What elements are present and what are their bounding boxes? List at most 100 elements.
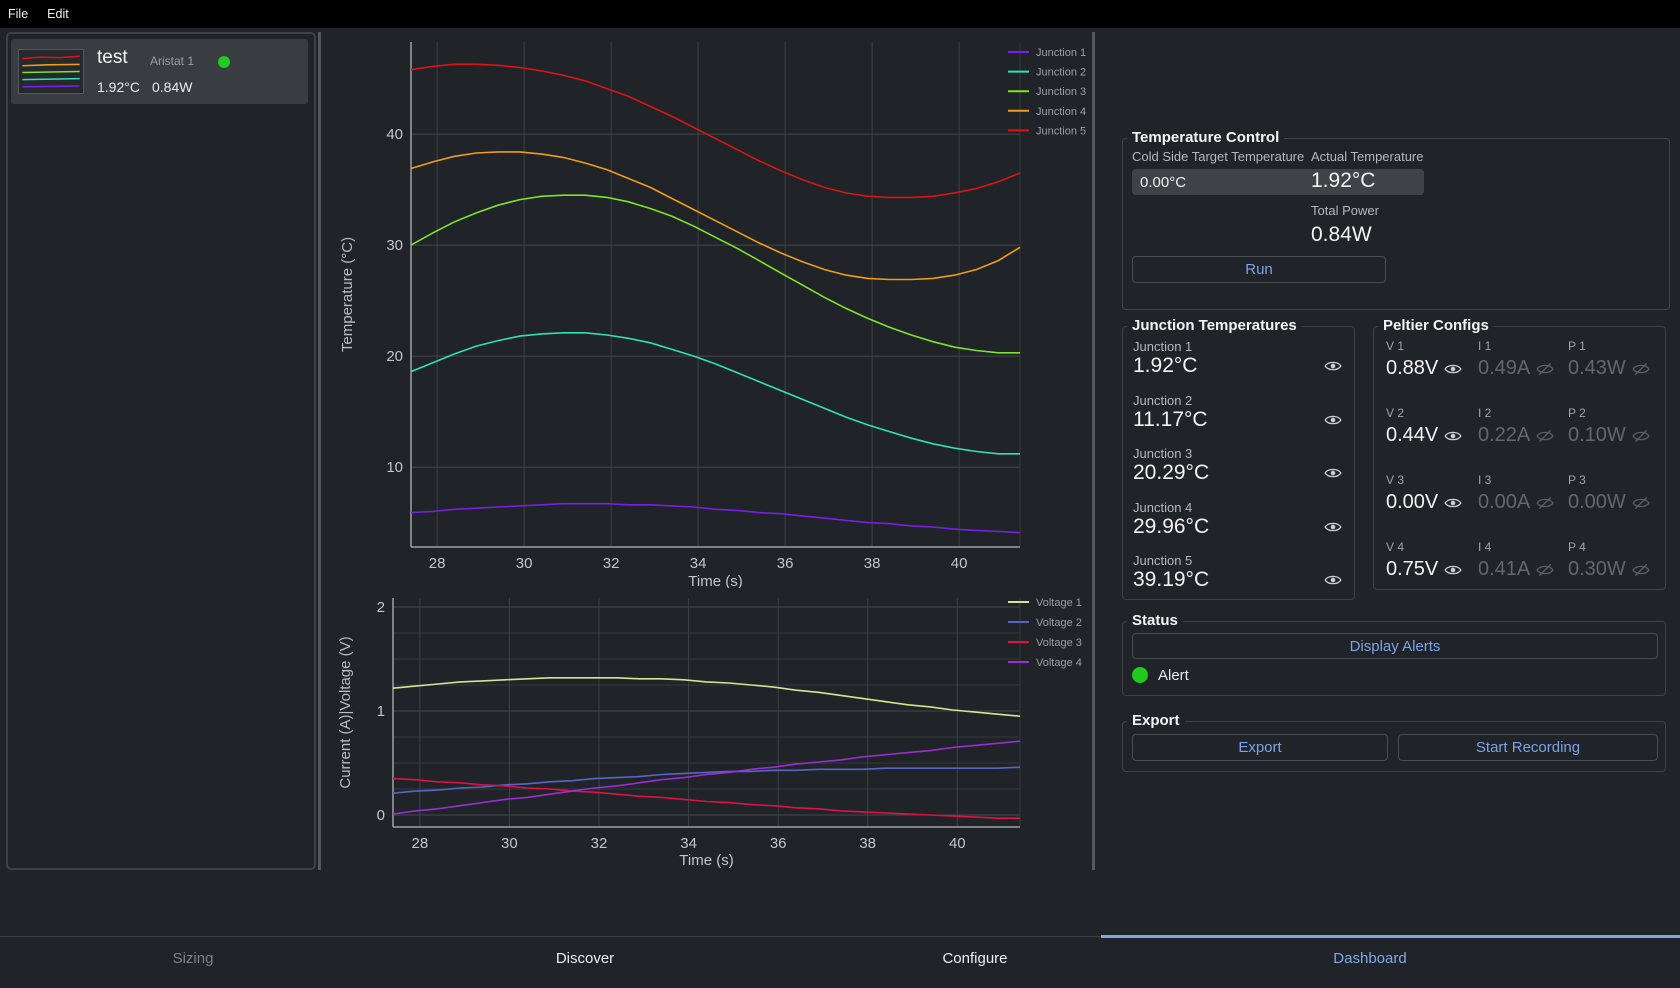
voltage-current-chart: 28 30 32 34 36 38 40 0 1 2 Time (s) Current (A)|Vol…	[322, 588, 1092, 870]
menu-item-file[interactable]: File	[8, 7, 29, 21]
alert-label: Alert	[1158, 667, 1189, 684]
junction-value: 29.96°C	[1133, 514, 1210, 538]
export-button[interactable]: Export	[1132, 734, 1388, 761]
junction-label: Junction 3	[1133, 446, 1193, 461]
svg-text:Voltage 3: Voltage 3	[1036, 637, 1082, 649]
start-recording-button[interactable]: Start Recording	[1398, 734, 1658, 761]
peltier-cell: I 2 0.22A	[1478, 406, 1554, 447]
eye-hidden-icon[interactable]	[1632, 494, 1650, 512]
display-alerts-button[interactable]: Display Alerts	[1132, 633, 1658, 659]
peltier-value: 0.10W	[1568, 424, 1626, 446]
target-temperature-input[interactable]	[1132, 169, 1424, 195]
svg-text:Voltage 4: Voltage 4	[1036, 657, 1082, 669]
temperature-chart: 28 30 32 34 36 38 40 10 20 30 40 Time (s) Temperatur…	[322, 30, 1092, 590]
svg-text:20: 20	[386, 348, 403, 365]
svg-text:34: 34	[680, 835, 697, 852]
svg-text:40: 40	[951, 555, 968, 572]
junction-value: 20.29°C	[1133, 461, 1210, 484]
eye-hidden-icon[interactable]	[1536, 427, 1554, 445]
peltier-label: P 3	[1568, 473, 1586, 487]
peltier-value: 0.44V	[1386, 424, 1439, 446]
device-card[interactable]: test Aristat 1 1.92°C 0.84W	[11, 39, 308, 104]
svg-text:1: 1	[377, 703, 385, 720]
peltier-cell: P 3 0.00W	[1568, 473, 1650, 514]
status-title: Status	[1127, 612, 1183, 629]
peltier-configs-group: Peltier Configs V 1 0.88V I 1 0.49A P 1 0.43W…	[1373, 317, 1666, 590]
peltier-label: V 3	[1386, 473, 1405, 487]
export-title: Export	[1127, 712, 1185, 729]
peltier-cell: V 2 0.44V	[1386, 406, 1462, 447]
junction-row: Junction 5 39.19°C	[1133, 553, 1348, 592]
eye-hidden-icon[interactable]	[1632, 427, 1650, 445]
menu-bar: File Edit	[0, 0, 1680, 28]
eye-visible-icon[interactable]	[1444, 360, 1462, 378]
peltier-value: 0.43W	[1568, 357, 1626, 379]
actual-temperature-label: Actual Temperature	[1311, 149, 1424, 164]
alert-status-dot	[1132, 667, 1148, 683]
svg-text:2: 2	[377, 599, 385, 616]
svg-text:Voltage 2: Voltage 2	[1036, 617, 1082, 629]
svg-text:32: 32	[603, 555, 620, 572]
eye-visible-icon[interactable]	[1444, 427, 1462, 445]
svg-text:38: 38	[859, 835, 876, 852]
tab-dashboard[interactable]: Dashboard	[1333, 950, 1407, 967]
junction-value: 1.92°C	[1133, 354, 1198, 377]
svg-text:Junction 2: Junction 2	[1036, 67, 1086, 79]
eye-hidden-icon[interactable]	[1536, 561, 1554, 579]
peltier-label: P 1	[1568, 339, 1586, 353]
peltier-cell: P 1 0.43W	[1568, 339, 1650, 380]
peltier-cell: I 3 0.00A	[1478, 473, 1554, 514]
eye-visible-icon[interactable]	[1324, 464, 1342, 482]
right-splitter-handle[interactable]	[1092, 32, 1095, 870]
eye-visible-icon[interactable]	[1444, 494, 1462, 512]
junction-row: Junction 2 11.17°C	[1133, 393, 1348, 432]
eye-hidden-icon[interactable]	[1632, 561, 1650, 579]
peltier-value: 0.00A	[1478, 491, 1531, 513]
tab-discover[interactable]: Discover	[555, 950, 615, 967]
svg-text:40: 40	[949, 835, 966, 852]
status-group: Status Display Alerts Alert	[1122, 612, 1666, 696]
device-name: test	[97, 47, 128, 68]
svg-text:30: 30	[501, 835, 518, 852]
total-power-value: 0.84W	[1311, 223, 1372, 246]
tab-bar-divider	[0, 936, 1101, 937]
active-tab-indicator	[1101, 935, 1680, 938]
actual-temperature-value: 1.92°C	[1311, 169, 1376, 192]
eye-hidden-icon[interactable]	[1632, 360, 1650, 378]
peltier-cell: P 2 0.10W	[1568, 406, 1650, 447]
svg-text:Junction 5: Junction 5	[1036, 125, 1086, 137]
eye-visible-icon[interactable]	[1324, 411, 1342, 429]
peltier-value: 0.88V	[1386, 357, 1439, 379]
temperature-control-title: Temperature Control	[1127, 129, 1285, 146]
tab-configure[interactable]: Configure	[942, 950, 1008, 967]
run-button[interactable]: Run	[1132, 256, 1386, 283]
svg-text:Junction 1: Junction 1	[1036, 47, 1086, 59]
eye-visible-icon[interactable]	[1324, 571, 1342, 589]
junction-row: Junction 4 29.96°C	[1133, 500, 1348, 539]
eye-visible-icon[interactable]	[1324, 518, 1342, 536]
junction-label: Junction 4	[1133, 499, 1193, 515]
peltier-cell: V 4 0.75V	[1386, 540, 1462, 581]
svg-text:36: 36	[770, 835, 787, 852]
eye-visible-icon[interactable]	[1444, 561, 1462, 579]
peltier-value: 0.22A	[1478, 424, 1531, 446]
device-temperature: 1.92°C	[97, 79, 140, 95]
junction-label: Junction 2	[1133, 392, 1193, 408]
left-splitter-handle[interactable]	[318, 32, 321, 870]
peltier-cell: V 3 0.00V	[1386, 473, 1462, 514]
tab-sizing[interactable]: Sizing	[172, 950, 214, 967]
svg-text:32: 32	[591, 835, 608, 852]
eye-visible-icon[interactable]	[1324, 357, 1342, 375]
menu-item-edit[interactable]: Edit	[47, 7, 69, 21]
target-temperature-label: Cold Side Target Temperature	[1132, 149, 1305, 164]
svg-text:36: 36	[777, 555, 794, 572]
eye-hidden-icon[interactable]	[1536, 494, 1554, 512]
junction-temperatures-title: Junction Temperatures	[1127, 317, 1302, 334]
peltier-value: 0.00V	[1386, 491, 1439, 513]
eye-hidden-icon[interactable]	[1536, 360, 1554, 378]
peltier-cell: I 4 0.41A	[1478, 540, 1554, 581]
peltier-label: V 2	[1386, 406, 1405, 420]
junction-row: Junction 1 1.92°C	[1133, 339, 1348, 378]
peltier-label: I 3	[1478, 473, 1492, 487]
export-group: Export Export Start Recording	[1122, 712, 1666, 772]
